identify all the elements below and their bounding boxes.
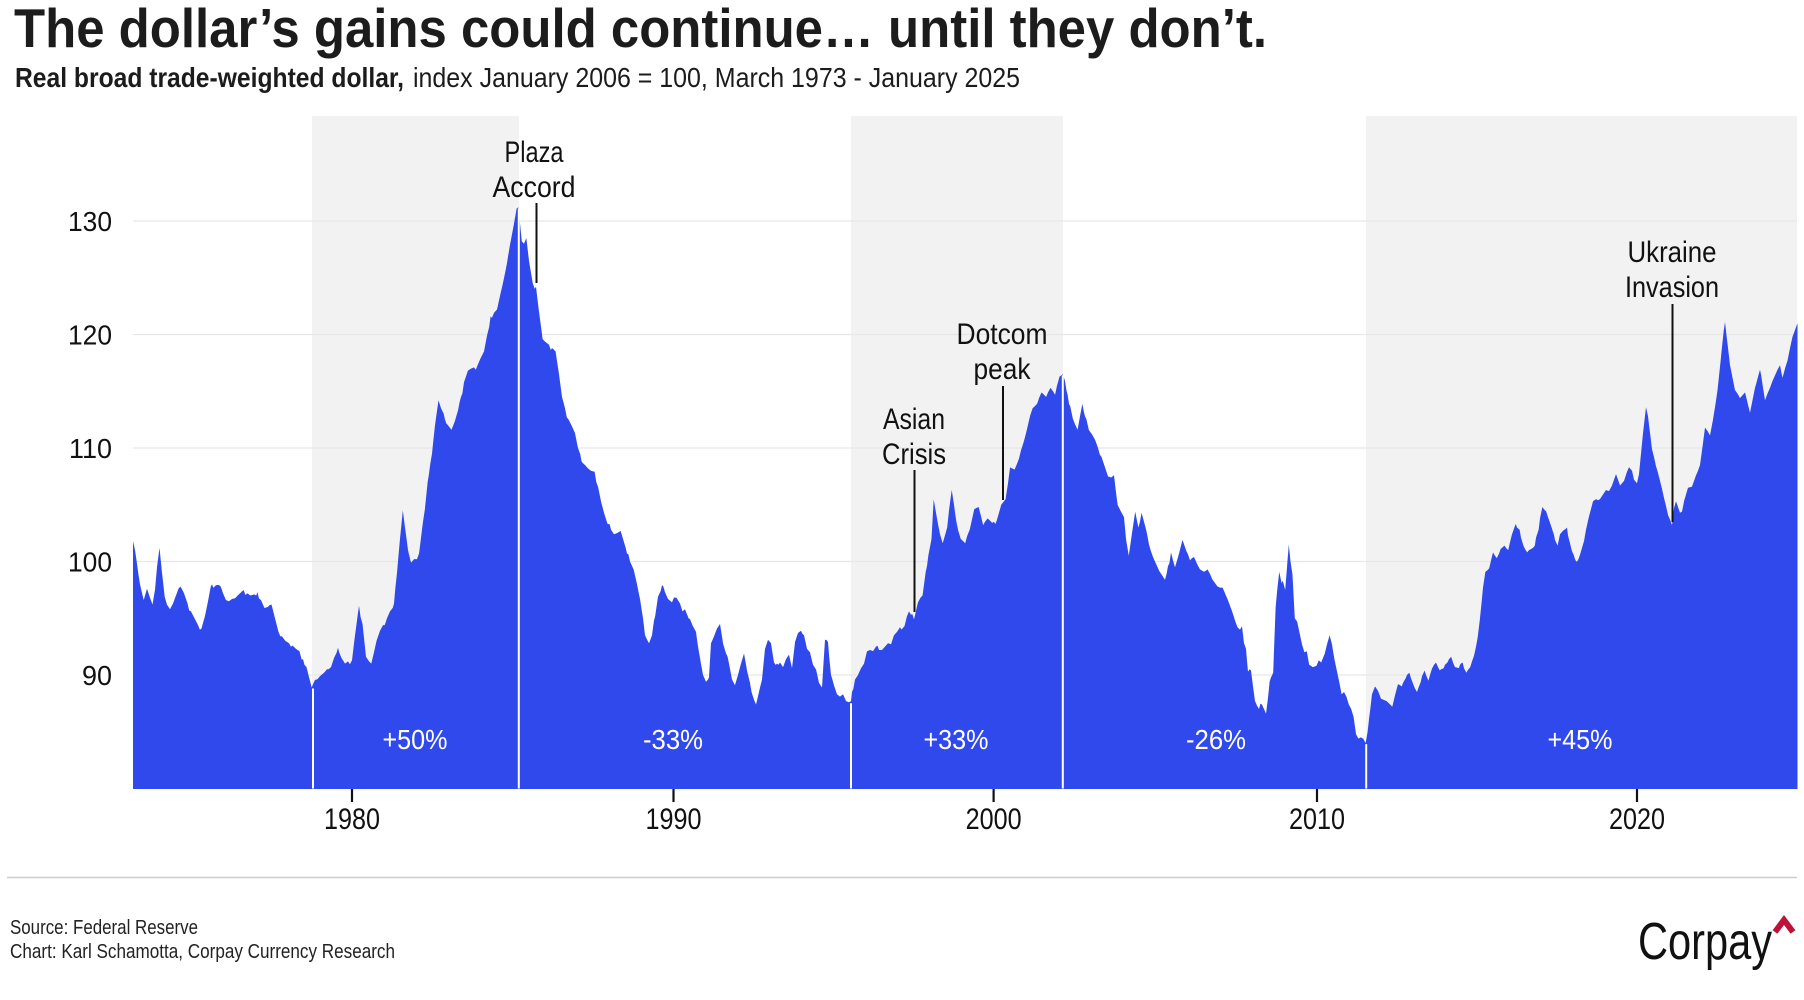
svg-text:peak: peak bbox=[974, 353, 1032, 386]
svg-text:Accord: Accord bbox=[493, 171, 576, 204]
svg-text:2020: 2020 bbox=[1609, 803, 1665, 836]
svg-text:index January 2006 = 100, Marc: index January 2006 = 100, March 1973 - J… bbox=[413, 62, 1020, 93]
svg-text:120: 120 bbox=[68, 320, 112, 351]
svg-text:-26%: -26% bbox=[1186, 724, 1246, 755]
svg-text:2010: 2010 bbox=[1289, 803, 1345, 836]
svg-text:110: 110 bbox=[69, 433, 112, 464]
svg-text:+50%: +50% bbox=[383, 724, 448, 755]
svg-text:100: 100 bbox=[68, 547, 112, 578]
svg-text:-33%: -33% bbox=[643, 724, 703, 755]
svg-text:The dollar’s gains could conti: The dollar’s gains could continue… until… bbox=[14, 0, 1267, 59]
svg-text:Chart: Karl Schamotta, Corpay: Chart: Karl Schamotta, Corpay Currency R… bbox=[10, 941, 395, 963]
svg-text:Invasion: Invasion bbox=[1625, 271, 1719, 304]
svg-text:+45%: +45% bbox=[1548, 724, 1613, 755]
svg-text:+33%: +33% bbox=[924, 724, 989, 755]
svg-text:1980: 1980 bbox=[324, 803, 380, 836]
svg-text:Asian: Asian bbox=[883, 403, 945, 436]
svg-text:Dotcom: Dotcom bbox=[957, 318, 1048, 351]
svg-text:Corpay: Corpay bbox=[1638, 913, 1772, 971]
svg-text:2000: 2000 bbox=[966, 803, 1022, 836]
svg-text:Crisis: Crisis bbox=[882, 438, 946, 471]
svg-text:90: 90 bbox=[82, 660, 112, 691]
svg-text:Real broad trade-weighted doll: Real broad trade-weighted dollar, bbox=[15, 62, 404, 93]
svg-text:1990: 1990 bbox=[646, 803, 702, 836]
svg-text:Ukraine: Ukraine bbox=[1628, 236, 1717, 269]
svg-text:130: 130 bbox=[68, 206, 112, 237]
svg-text:Source: Federal Reserve: Source: Federal Reserve bbox=[10, 917, 198, 939]
svg-text:Plaza: Plaza bbox=[505, 136, 564, 169]
